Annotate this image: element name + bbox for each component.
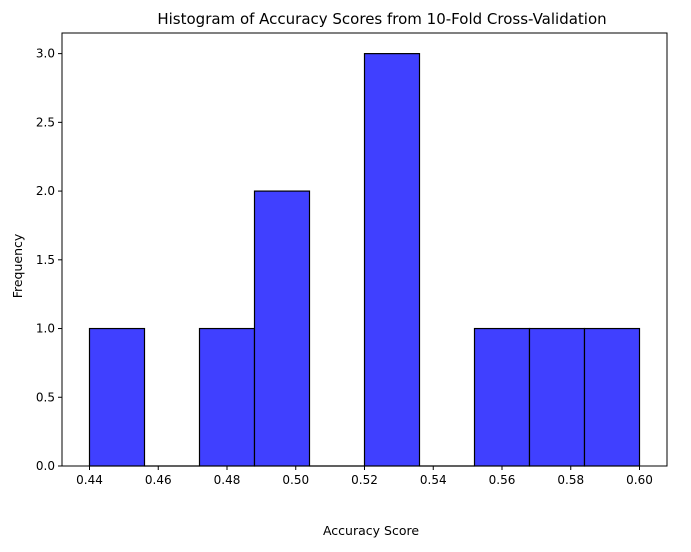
x-tick-label: 0.44 xyxy=(76,473,103,487)
x-tick-label: 0.58 xyxy=(557,473,584,487)
x-tick-label: 0.54 xyxy=(420,473,447,487)
x-tick-label: 0.52 xyxy=(351,473,378,487)
x-tick-label: 0.56 xyxy=(489,473,516,487)
x-tick-label: 0.46 xyxy=(145,473,172,487)
y-tick-label: 2.0 xyxy=(36,184,55,198)
y-tick-label: 0.0 xyxy=(36,459,55,473)
histogram-bar xyxy=(583,327,641,467)
histogram-bar xyxy=(528,327,586,467)
y-tick-label: 2.5 xyxy=(36,115,55,129)
chart-title: Histogram of Accuracy Scores from 10-Fol… xyxy=(157,10,606,28)
bars-group xyxy=(88,53,641,467)
histogram-bar xyxy=(363,53,421,467)
y-tick-label: 1.0 xyxy=(36,322,55,336)
x-axis-ticks: 0.44 0.46 0.48 0.50 0.52 0.54 0.56 0.58 0.60 xyxy=(76,466,653,487)
x-tick-label: 0.48 xyxy=(214,473,241,487)
y-axis-label: Frequency xyxy=(10,233,25,298)
y-axis-ticks: 0.0 0.5 1.0 1.5 2.0 2.5 3.0 xyxy=(36,47,62,473)
histogram-bar xyxy=(253,190,311,467)
histogram-bar xyxy=(473,327,531,467)
x-axis-label: Accuracy Score xyxy=(323,523,419,538)
histogram-bar xyxy=(88,327,146,467)
histogram-bar xyxy=(198,327,256,467)
y-tick-label: 1.5 xyxy=(36,253,55,267)
y-tick-label: 3.0 xyxy=(36,47,55,61)
y-tick-label: 0.5 xyxy=(36,390,55,404)
x-tick-label: 0.50 xyxy=(282,473,309,487)
x-tick-label: 0.60 xyxy=(626,473,653,487)
